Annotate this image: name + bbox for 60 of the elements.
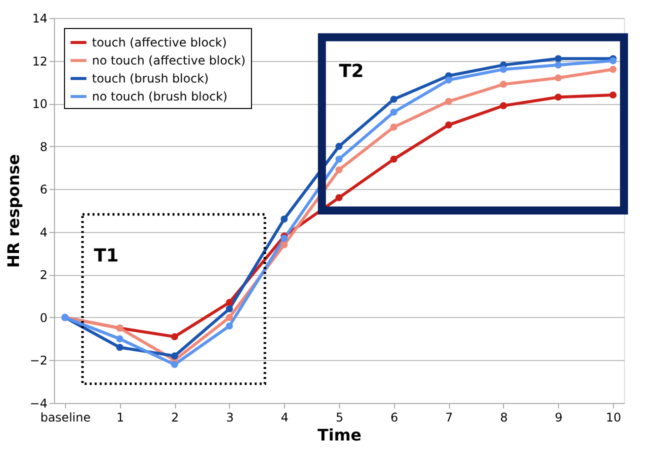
- legend-label: no touch (affective block): [92, 54, 246, 68]
- point: [171, 360, 178, 368]
- legend-label: touch (brush block): [92, 72, 209, 86]
- x-tick-label: 3: [226, 410, 234, 424]
- y-tick-label: 10: [32, 97, 48, 112]
- point: [116, 335, 124, 342]
- point: [390, 124, 398, 131]
- y-tick-label: 12: [32, 54, 48, 68]
- x-tick-label: 5: [336, 410, 344, 424]
- y-tick-label: 14: [32, 12, 48, 26]
- point: [500, 102, 507, 110]
- x-tick-label: 10: [606, 410, 622, 424]
- point: [335, 166, 343, 174]
- point: [500, 80, 507, 88]
- y-tick-label: 0: [40, 310, 48, 325]
- point: [116, 344, 124, 351]
- point: [554, 62, 562, 69]
- x-tick-label: 1: [116, 410, 124, 424]
- point: [445, 98, 452, 105]
- point: [335, 156, 343, 163]
- point: [390, 96, 398, 103]
- point: [226, 322, 233, 330]
- annotation: T1: [94, 246, 119, 267]
- point: [226, 305, 233, 312]
- legend-label: touch (affective block): [92, 36, 227, 50]
- x-tick-label: baseline: [40, 410, 91, 424]
- point: [500, 66, 507, 73]
- x-tick-label: 4: [280, 410, 289, 424]
- point: [390, 156, 398, 163]
- point: [554, 55, 562, 62]
- point: [390, 108, 398, 116]
- y-axis-title: HR response: [4, 154, 23, 268]
- annotation: T2: [339, 60, 364, 82]
- y-tick-label: −4: [30, 396, 48, 410]
- point: [610, 91, 617, 99]
- y-tick-label: 4: [40, 225, 48, 240]
- x-axis-title: Time: [318, 426, 362, 444]
- point: [335, 194, 343, 202]
- point: [226, 314, 233, 321]
- point: [610, 66, 617, 73]
- point: [280, 241, 288, 248]
- point: [335, 142, 343, 150]
- x-tick-label: 7: [445, 410, 453, 424]
- point: [445, 121, 452, 128]
- x-tick-label: 6: [390, 410, 398, 424]
- point: [280, 216, 288, 223]
- point: [226, 298, 233, 306]
- y-tick-label: 2: [40, 268, 48, 282]
- point: [554, 74, 562, 82]
- y-tick-label: 8: [40, 140, 48, 154]
- x-tick-label: 9: [554, 410, 563, 424]
- legend-label: no touch (brush block): [92, 90, 228, 104]
- y-tick-label: −2: [30, 354, 48, 368]
- point: [171, 333, 178, 340]
- point: [445, 76, 452, 84]
- x-tick-label: 8: [500, 410, 508, 424]
- y-tick-label: 6: [40, 182, 48, 197]
- x-tick-label: 2: [171, 410, 179, 424]
- point: [554, 94, 562, 101]
- point: [171, 352, 178, 360]
